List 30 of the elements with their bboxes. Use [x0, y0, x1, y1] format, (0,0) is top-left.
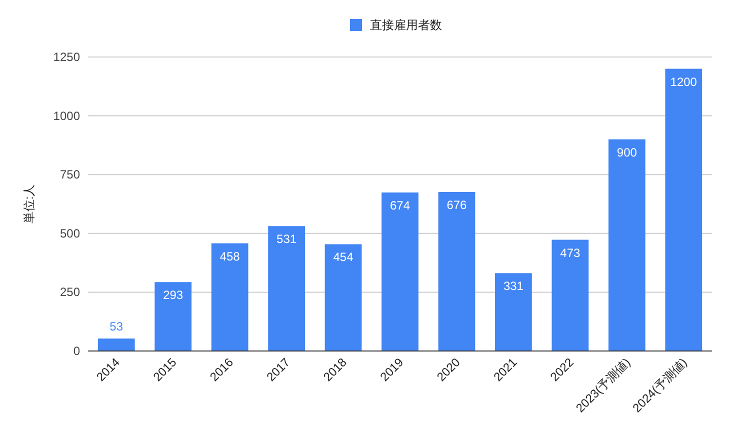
data-label: 331	[503, 279, 524, 294]
bar	[98, 338, 135, 351]
y-tick-label: 500	[60, 226, 80, 240]
y-tick-label: 0	[73, 344, 80, 358]
bar	[324, 244, 362, 351]
y-tick-label: 1250	[53, 50, 80, 64]
bar	[211, 243, 248, 351]
bar	[154, 282, 192, 351]
data-label: 1200	[670, 74, 698, 89]
y-tick-label: 1000	[53, 108, 80, 123]
data-label: 454	[333, 250, 354, 264]
bar	[268, 226, 305, 351]
data-label: 473	[560, 246, 581, 260]
data-label: 531	[276, 232, 297, 246]
data-label: 53	[110, 320, 124, 334]
bar	[608, 139, 646, 351]
y-tick-label: 750	[60, 168, 80, 182]
y-axis-title: 単位:人	[22, 184, 36, 224]
bar	[665, 68, 702, 351]
data-label: 900	[616, 145, 638, 160]
data-label: 674	[390, 198, 410, 212]
data-label: 676	[446, 198, 468, 212]
bar	[495, 273, 532, 351]
legend-label: 直接雇用者数	[370, 18, 442, 32]
y-tick-label: 250	[60, 285, 80, 300]
data-label: 293	[163, 288, 184, 302]
bar	[552, 240, 589, 351]
data-label: 458	[220, 249, 240, 264]
bar	[438, 192, 476, 351]
bar	[382, 192, 418, 351]
